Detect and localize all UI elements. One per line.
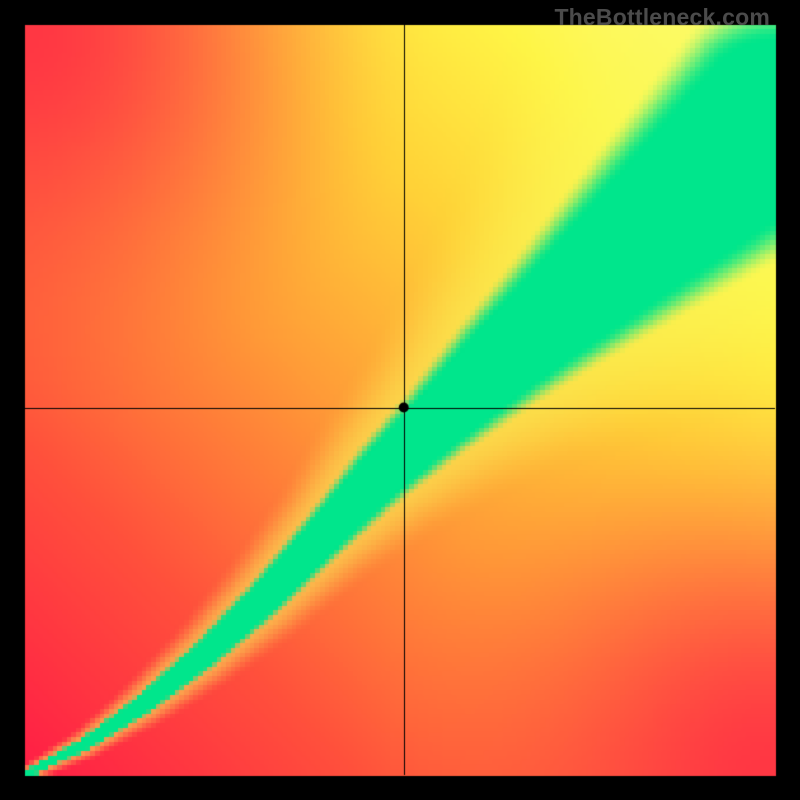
chart-stage: TheBottleneck.com — [0, 0, 800, 800]
heatmap-canvas — [0, 0, 800, 800]
